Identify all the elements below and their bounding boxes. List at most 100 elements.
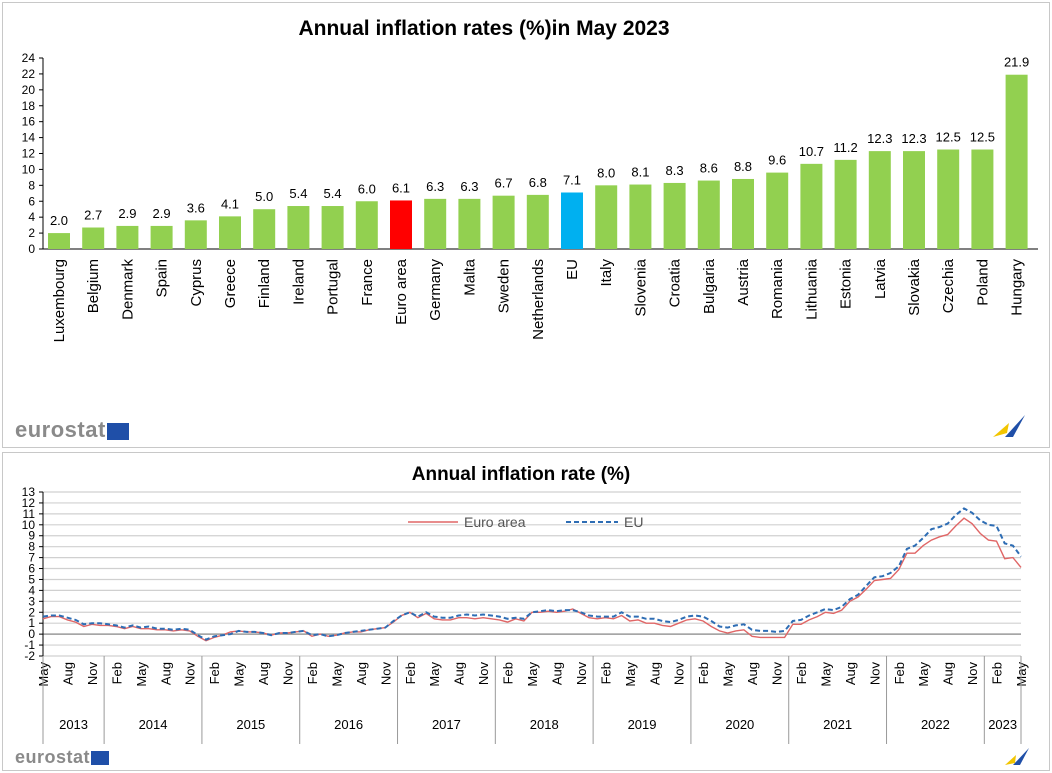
bar-germany	[424, 198, 447, 249]
y-tick-label: 11	[23, 507, 36, 521]
month-tick-label: Aug	[60, 662, 75, 685]
y-tick-label: 4	[28, 583, 35, 597]
month-tick-label: Feb	[794, 662, 809, 684]
bar-croatia	[663, 182, 686, 249]
bar-chart-panel: Annual inflation rates (%)in May 2023 0 2 4…	[2, 2, 1050, 448]
y-tick-label: 6	[28, 194, 35, 208]
data-label: 2.0	[50, 213, 68, 228]
series-line-euro-area	[42, 517, 1022, 642]
data-label: 2.7	[84, 208, 102, 223]
month-tick-label: May	[721, 662, 736, 687]
legend-label-euro-area: Euro area	[464, 514, 526, 530]
data-label: 6.3	[460, 179, 478, 194]
month-tick-label: Nov	[965, 662, 980, 686]
y-tick-label: 6	[28, 562, 35, 576]
month-tick-label: May	[232, 662, 247, 687]
category-label: Lithuania	[803, 258, 820, 320]
y-tick-label: 1	[28, 616, 35, 630]
bar-lithuania	[800, 163, 823, 249]
month-tick-label: Feb	[403, 662, 418, 684]
y-tick-label: 2	[28, 226, 35, 240]
bar-hungary	[1005, 74, 1028, 250]
month-tick-label: Aug	[843, 662, 858, 685]
year-label: 2022	[921, 717, 950, 732]
y-tick-label: 7	[28, 551, 35, 565]
category-label: Euro area	[393, 258, 410, 325]
line-chart: Annual inflation rate (%)-2-101234567891…	[22, 464, 1029, 744]
bar-slovenia	[629, 184, 652, 249]
category-label: Austria	[735, 258, 752, 305]
y-tick-label: 13	[22, 485, 36, 499]
y-tick-label: 9	[28, 529, 35, 543]
data-label: 8.0	[597, 165, 615, 180]
month-tick-label: Nov	[378, 662, 393, 686]
month-tick-label: Nov	[867, 662, 882, 686]
y-tick-label: 3	[28, 594, 35, 608]
category-label: Ireland	[290, 259, 307, 305]
year-label: 2014	[139, 717, 168, 732]
bar-chart: Annual inflation rates (%)in May 2023024…	[22, 17, 1038, 342]
month-tick-label: Aug	[354, 662, 369, 685]
y-tick-label: 12	[22, 496, 36, 510]
y-tick-label: 20	[22, 83, 36, 97]
bar-spain	[150, 225, 173, 249]
month-tick-label: Feb	[892, 662, 907, 684]
y-tick-label: 10	[22, 518, 36, 532]
data-label: 6.1	[392, 180, 410, 195]
month-tick-label: Nov	[476, 662, 491, 686]
bar-eu	[561, 192, 583, 249]
category-label: Slovakia	[906, 258, 923, 315]
bar-poland	[971, 149, 994, 249]
month-tick-label: Nov	[183, 662, 198, 686]
bar-czechia	[937, 149, 960, 249]
logo-text: eurostat	[15, 747, 91, 767]
data-label: 8.8	[734, 159, 752, 174]
month-tick-label: Nov	[672, 662, 687, 686]
category-label: Romania	[769, 258, 786, 319]
bar-luxembourg	[48, 233, 70, 249]
month-tick-label: Nov	[574, 662, 589, 686]
category-label: EU	[564, 259, 581, 280]
category-label: Slovenia	[632, 258, 649, 316]
category-label: Italy	[598, 259, 615, 287]
data-label: 8.6	[700, 161, 718, 176]
bar-malta	[458, 198, 481, 249]
year-label: 2019	[628, 717, 657, 732]
y-tick-label: -1	[24, 638, 35, 652]
category-label: Luxembourg	[51, 259, 68, 342]
data-label: 7.1	[563, 172, 581, 187]
bar-estonia	[834, 159, 857, 249]
eu-flag-icon	[106, 422, 129, 440]
year-label: 2021	[823, 717, 852, 732]
data-label: 5.4	[289, 186, 307, 201]
data-label: 11.2	[833, 140, 857, 155]
category-label: Bulgaria	[701, 258, 718, 314]
bar-austria	[732, 178, 754, 249]
bar-greece	[219, 216, 241, 249]
y-tick-label: 24	[22, 51, 36, 65]
y-tick-label: 0	[28, 627, 35, 641]
line-chart-panel: Annual inflation rate (%) -2 -1 0 1 2 3 4 5 6 7 8 9 1…	[2, 452, 1050, 771]
year-label: 2016	[334, 717, 363, 732]
data-label: 2.9	[118, 206, 136, 221]
y-tick-label: 22	[22, 67, 36, 81]
data-label: 12.5	[936, 130, 961, 145]
month-tick-label: Feb	[598, 662, 613, 684]
month-tick-label: Aug	[549, 662, 564, 685]
bar-belgium	[82, 227, 105, 249]
y-tick-label: 0	[28, 242, 35, 256]
data-label: 9.6	[768, 153, 786, 168]
bar-portugal	[321, 206, 344, 249]
data-label: 6.3	[426, 179, 444, 194]
month-tick-label: May	[329, 662, 344, 687]
year-label: 2013	[59, 717, 88, 732]
month-tick-label: Feb	[696, 662, 711, 684]
data-label: 5.0	[255, 189, 273, 204]
y-tick-label: 16	[22, 115, 36, 129]
y-tick-label: 4	[28, 210, 35, 224]
year-label: 2020	[725, 717, 754, 732]
category-label: Spain	[154, 259, 171, 297]
eurostat-mark-icon	[993, 415, 1025, 437]
data-label: 3.6	[187, 200, 205, 215]
